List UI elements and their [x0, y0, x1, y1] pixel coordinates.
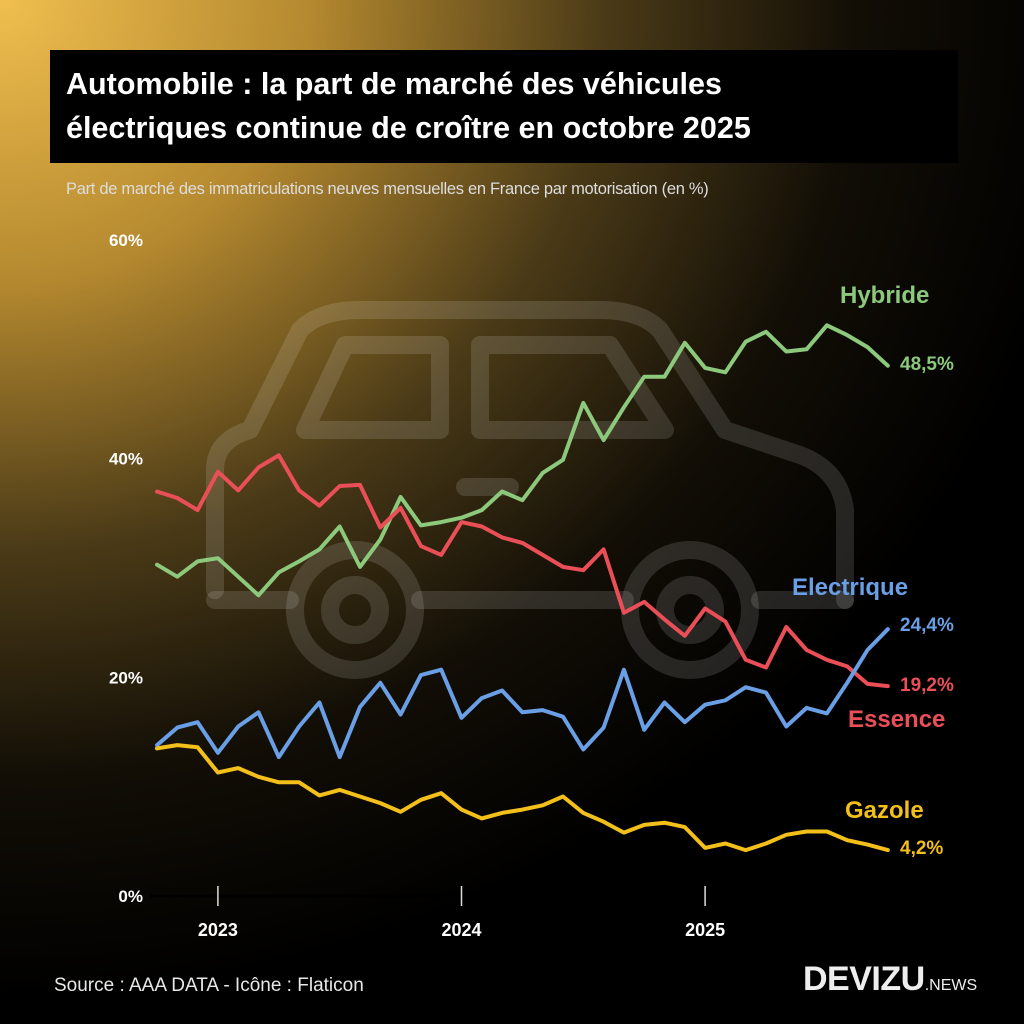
y-tick-label: 60% [109, 231, 143, 250]
car-icon [206, 301, 854, 679]
series-name-essence: Essence [848, 706, 945, 733]
y-tick-label: 0% [118, 887, 143, 906]
title-box: Automobile : la part de marché des véhic… [50, 50, 958, 163]
series-line-electrique [155, 627, 890, 760]
end-value-label-essence: 19,2% [900, 675, 954, 696]
end-value-label-hybride: 48,5% [900, 354, 954, 375]
x-tick-label: 2023 [198, 920, 238, 940]
series-line-hybride [155, 323, 890, 598]
title-line-1: Automobile : la part de marché des véhic… [66, 67, 722, 101]
y-tick-label: 40% [109, 450, 143, 469]
x-tick-label: 2024 [441, 920, 481, 940]
chart-subtitle: Part de marché des immatriculations neuv… [66, 180, 709, 198]
series-name-gazole: Gazole [845, 797, 924, 824]
series-name-hybride: Hybride [840, 282, 929, 309]
y-tick-label: 20% [109, 668, 143, 687]
series-line-essence [155, 453, 890, 689]
title-line-2: électriques continue de croître en octob… [66, 111, 751, 145]
x-tick-label: 2025 [685, 920, 725, 940]
logo-main: DEVIZU [803, 960, 925, 998]
series-name-electrique: Electrique [792, 574, 908, 601]
end-value-label-electrique: 24,4% [900, 615, 954, 636]
end-value-label-gazole: 4,2% [900, 838, 943, 859]
logo-sub: .NEWS [924, 977, 978, 994]
series-line-gazole [155, 743, 890, 853]
source-note: Source : AAA DATA - Icône : Flaticon [54, 975, 364, 996]
devizu-logo: DEVIZU.NEWS [803, 960, 977, 999]
